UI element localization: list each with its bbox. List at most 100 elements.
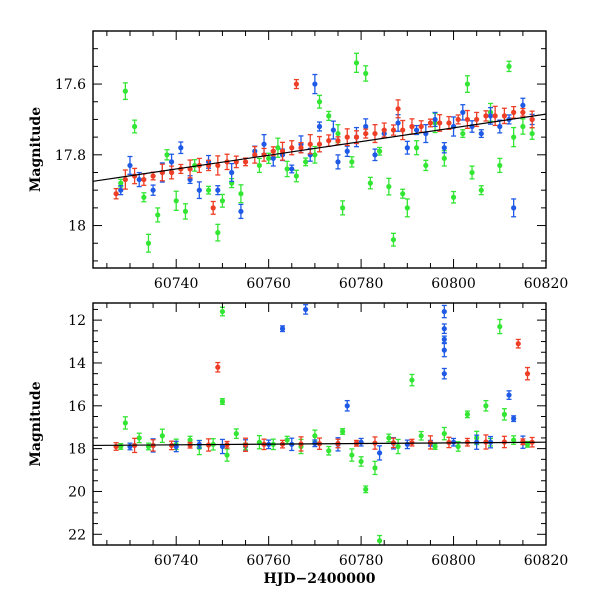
- data-marker: [326, 448, 332, 454]
- y-axis-label: Magnitude: [28, 381, 44, 466]
- data-point: [252, 145, 258, 164]
- data-marker: [446, 120, 452, 126]
- data-point: [326, 445, 332, 456]
- data-marker: [441, 336, 447, 343]
- data-point: [404, 439, 410, 450]
- data-point: [293, 78, 299, 90]
- data-point: [150, 184, 156, 196]
- data-marker: [492, 113, 498, 119]
- data-marker: [450, 439, 457, 445]
- data-marker: [353, 134, 360, 140]
- data-point: [113, 442, 119, 451]
- data-marker: [150, 187, 156, 193]
- x-tick-label: 60740: [154, 276, 199, 292]
- y-tick-label: 17.8: [55, 148, 86, 164]
- data-marker: [113, 191, 119, 197]
- data-marker: [159, 433, 165, 439]
- data-marker: [353, 60, 360, 66]
- data-marker: [210, 205, 216, 211]
- data-point: [400, 119, 406, 141]
- data-point: [316, 135, 323, 153]
- data-point: [261, 438, 267, 451]
- data-marker: [497, 323, 503, 330]
- data-marker: [316, 123, 323, 130]
- data-point: [483, 399, 489, 412]
- data-marker: [215, 364, 221, 370]
- data-marker: [312, 152, 318, 158]
- data-marker: [289, 145, 295, 151]
- data-point: [395, 99, 401, 119]
- data-point: [196, 181, 202, 200]
- data-point: [497, 157, 503, 174]
- data-marker: [340, 205, 346, 211]
- data-marker: [511, 134, 517, 140]
- data-point: [256, 434, 263, 450]
- x-tick-label: 60780: [339, 276, 384, 292]
- data-marker: [219, 398, 226, 405]
- data-point: [233, 428, 239, 439]
- data-point: [224, 440, 230, 449]
- data-point: [205, 185, 212, 195]
- data-point: [450, 116, 457, 137]
- data-point: [413, 140, 420, 156]
- data-point: [432, 443, 438, 450]
- data-marker: [312, 433, 318, 439]
- data-marker: [395, 120, 401, 126]
- data-point: [483, 434, 489, 450]
- data-point: [441, 141, 447, 154]
- data-marker: [136, 435, 142, 441]
- plot-area: [93, 304, 546, 545]
- data-marker: [330, 127, 336, 133]
- data-marker: [464, 116, 471, 123]
- data-marker: [524, 441, 531, 447]
- data-point: [155, 207, 161, 223]
- data-marker: [363, 486, 369, 492]
- data-marker: [335, 159, 341, 165]
- y-tick-label: 18: [68, 442, 86, 458]
- data-point: [441, 367, 447, 380]
- data-point: [363, 128, 369, 139]
- data-marker: [418, 123, 424, 130]
- data-marker: [127, 162, 133, 169]
- data-point: [506, 390, 512, 400]
- data-marker: [293, 81, 299, 87]
- data-point: [187, 159, 193, 179]
- data-marker: [344, 134, 350, 140]
- data-marker: [215, 230, 221, 236]
- data-point: [118, 443, 124, 450]
- data-marker: [215, 187, 221, 193]
- data-point: [256, 157, 263, 174]
- data-point: [409, 118, 415, 135]
- data-marker: [168, 169, 175, 176]
- data-point: [173, 190, 179, 211]
- data-marker: [367, 180, 373, 186]
- data-point: [520, 118, 526, 135]
- data-point: [164, 149, 170, 161]
- y-tick-label: 22: [68, 527, 86, 543]
- data-point: [460, 104, 466, 121]
- data-point: [210, 200, 216, 215]
- data-marker: [506, 63, 512, 69]
- data-point: [511, 105, 517, 119]
- data-marker: [256, 162, 263, 169]
- data-marker: [141, 194, 147, 200]
- data-point: [441, 426, 447, 441]
- data-marker: [400, 127, 406, 133]
- data-marker: [270, 155, 276, 161]
- data-point: [483, 110, 489, 122]
- data-point: [298, 141, 304, 154]
- data-marker: [441, 326, 447, 332]
- data-marker: [409, 377, 415, 383]
- data-marker: [187, 437, 193, 443]
- data-point: [353, 130, 360, 145]
- data-point: [520, 107, 526, 117]
- data-marker: [252, 152, 258, 158]
- data-point: [118, 185, 124, 196]
- data-point: [469, 165, 475, 180]
- data-point: [275, 137, 281, 158]
- data-point: [284, 160, 290, 178]
- data-point: [340, 428, 346, 435]
- data-point: [515, 338, 521, 349]
- data-marker: [238, 191, 244, 197]
